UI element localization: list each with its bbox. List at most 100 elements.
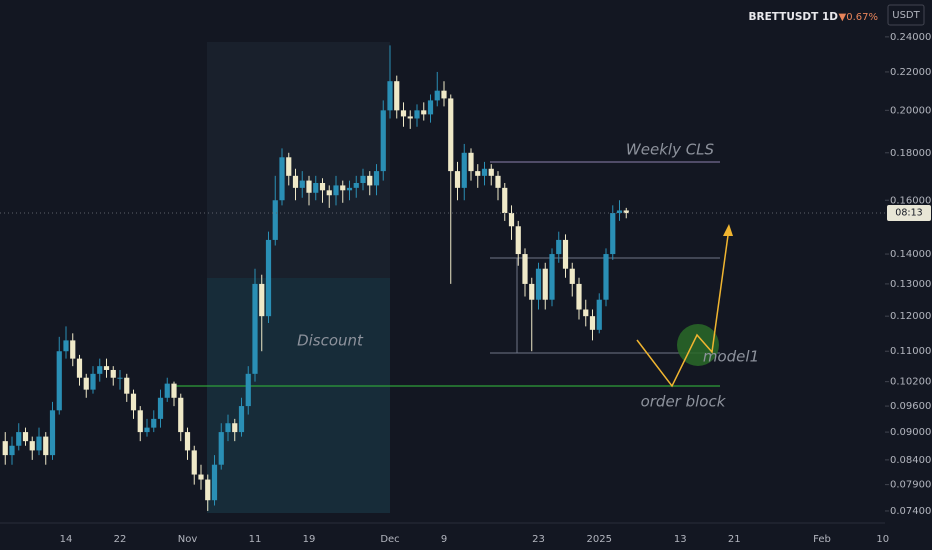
candle-body [387,81,393,111]
candle-body [603,254,609,300]
x-tick-label: 10 [876,534,889,545]
candle-body [171,383,177,398]
y-tick-label: 0.22000 [890,67,931,78]
candle-body [340,185,346,191]
candle-body [508,213,515,227]
countdown: 08:13 [895,208,922,219]
x-tick-label: 21 [728,534,741,545]
order-block-label: order block [641,393,727,411]
projection-arrow [723,224,733,236]
projection-path [636,227,730,388]
candle-body [137,410,143,433]
candle-body [97,366,103,374]
candle-body [272,200,278,240]
x-tick-label: 14 [60,534,73,545]
y-tick-label: 0.16000 [890,195,931,206]
candle-body [414,110,420,119]
x-tick-label: Feb [813,534,831,545]
candle-body [2,441,8,456]
x-tick-label: 19 [303,534,316,545]
candle-body [346,187,353,191]
candle-body [367,175,373,186]
candle-body [380,110,386,172]
candle-body [556,239,562,255]
candle-body [245,373,251,407]
candle-body [313,182,319,193]
candle-body [238,406,245,433]
overlay: 08:13 [0,205,931,222]
candle-body [623,210,629,214]
candle-body [373,171,380,186]
candle-body [589,316,596,330]
x-tick-label: 9 [441,534,447,545]
candle-body [36,436,42,451]
candle-body [488,168,494,176]
candle-body [502,187,508,214]
y-tick-label: 0.18000 [890,148,931,159]
candle-body [110,369,116,378]
candle-body [29,441,35,451]
candle-body [596,299,602,330]
candle-body [164,383,170,398]
change: ▼0.67% [839,12,878,23]
candle-body [103,366,110,370]
candle-body [265,239,272,317]
y-tick-label: 0.11000 [890,346,931,357]
candle-body [198,474,204,480]
discount-label: Discount [297,332,364,350]
candle-body [427,100,434,115]
candle-body [549,254,555,300]
candle-body [319,182,326,191]
candle-body [252,283,258,374]
candle-body [326,190,332,196]
candle-body [286,157,292,176]
candle-body [90,373,96,390]
candle-body [157,397,164,419]
candle-body [454,171,461,188]
x-tick-label: 23 [532,534,545,545]
discount-zone-lower [207,278,390,513]
candle-body [22,432,29,442]
candle-body [232,423,238,433]
price-axis [885,0,932,550]
candle-body [475,171,481,176]
candle-body [83,377,89,390]
candle-body [468,152,474,172]
candle-body [407,116,413,119]
candle-body [144,427,150,433]
candle-body [63,340,69,352]
candle-body [529,283,535,300]
candle-body [562,239,569,269]
y-tick-label: 0.08400 [890,455,931,466]
candle-body [9,445,15,456]
candle-body [583,309,589,317]
candle-body [16,432,22,446]
y-tick-label: 0.12000 [890,311,931,322]
candle-body [522,254,528,284]
candle-body [70,340,76,359]
candle-body [184,432,191,451]
currency-box[interactable] [887,4,925,26]
candles [2,45,629,511]
candle-body [448,98,454,172]
x-tick-label: Dec [380,534,399,545]
y-tick-label: 0.20000 [890,105,931,116]
candle-body [535,268,542,300]
candle-body [259,283,265,317]
candle-body [610,213,616,255]
candle-body [421,110,427,115]
candle-body [353,182,359,188]
y-tick-label: 0.07400 [890,506,931,517]
candle-body [360,175,366,183]
candle-body [333,185,339,196]
candle-body [495,175,501,188]
x-tick-label: Nov [178,534,198,545]
candle-body [279,157,285,201]
candle-body [117,377,123,379]
y-tick-label: 0.13000 [890,279,931,290]
currency[interactable]: USDT [892,10,920,21]
model-label: model1 [703,348,759,366]
y-tick-label: 0.24000 [890,32,931,43]
